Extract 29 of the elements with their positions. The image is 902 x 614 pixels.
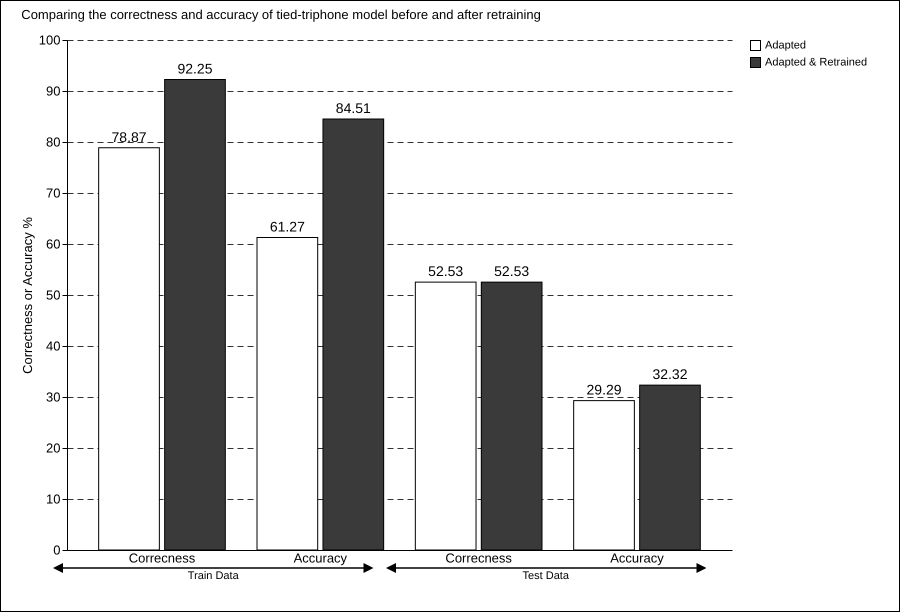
x-tick-label: Correcness (128, 550, 196, 566)
x-tick-label: Accuracy (294, 550, 348, 566)
data-label: 52.53 (428, 263, 464, 280)
y-tick-label: 10 (46, 492, 60, 506)
y-tick-label: 100 (38, 32, 60, 48)
x-tick-label: Correcness (445, 550, 512, 566)
y-tick-label: 0 (53, 542, 60, 558)
x-tick-label: Accuracy (610, 550, 664, 566)
y-axis-title: Correctness or Accuracy % (20, 216, 35, 374)
legend-label: Adapted & Retrained (765, 56, 868, 68)
y-tick-label: 50 (46, 288, 60, 302)
text: Test Data (522, 570, 570, 582)
data-label: 78.87 (111, 128, 147, 145)
y-tick-label: 40 (46, 338, 60, 354)
data-label: 84.51 (336, 100, 372, 116)
y-tick-label: 20 (46, 440, 60, 456)
data-label: 52.53 (494, 263, 530, 280)
y-tick-label: 30 (46, 390, 60, 404)
data-label: 29.29 (586, 382, 622, 398)
text: Train Data (186, 570, 240, 582)
chart-title: Comparing the correctness and accuracy of tied-triphone model before and after retraining (21, 7, 541, 22)
data-label: 92.25 (177, 60, 213, 77)
y-tick-label: 60 (46, 236, 60, 252)
y-tick-label: 90 (46, 84, 60, 98)
data-label: 32.32 (652, 366, 688, 382)
data-label: 61.27 (270, 218, 306, 235)
y-tick-label: 80 (46, 134, 60, 150)
legend-label: Adapted (765, 40, 806, 52)
y-tick-label: 70 (46, 186, 60, 200)
